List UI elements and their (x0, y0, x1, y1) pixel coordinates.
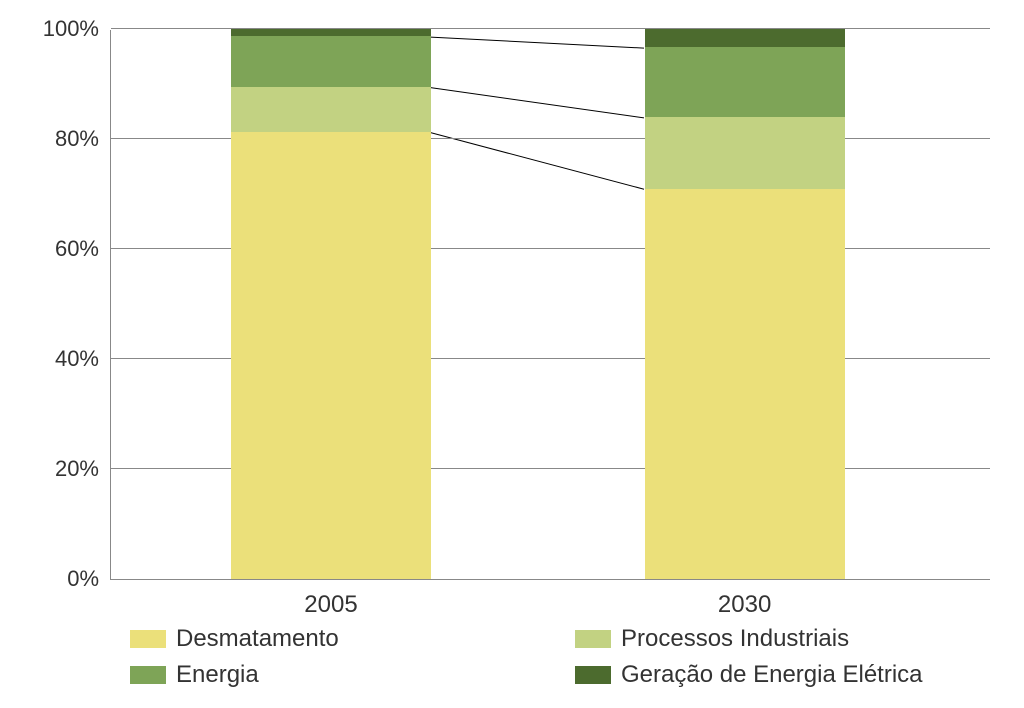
chart-container: 0%20%40%60%80%100%20052030 DesmatamentoP… (0, 0, 1024, 708)
legend-swatch (130, 630, 166, 648)
legend-swatch (575, 630, 611, 648)
y-tick-label: 0% (67, 566, 111, 592)
segment-geracao_energia_eletrica (645, 29, 845, 47)
bar-2005 (231, 30, 431, 579)
legend-swatch (130, 666, 166, 684)
connector-line (431, 37, 644, 48)
connector-line (431, 133, 644, 190)
x-tick-label: 2030 (718, 579, 771, 619)
legend-label: Processos Industriais (621, 625, 849, 653)
bar-2030 (645, 30, 845, 579)
legend-label: Energia (176, 661, 259, 689)
segment-desmatamento (645, 189, 845, 580)
segment-desmatamento (231, 132, 431, 579)
y-tick-label: 80% (55, 126, 111, 152)
plot-area: 0%20%40%60%80%100%20052030 (110, 30, 990, 580)
segment-energia (645, 47, 845, 117)
legend-item-energia: Energia (130, 661, 555, 689)
legend-swatch (575, 666, 611, 684)
segment-processos_industriais (645, 117, 845, 189)
x-tick-label: 2005 (304, 579, 357, 619)
legend-item-processos_industriais: Processos Industriais (575, 625, 1000, 653)
y-tick-label: 20% (55, 456, 111, 482)
connector-line (431, 88, 644, 118)
legend-label: Desmatamento (176, 625, 339, 653)
segment-processos_industriais (231, 87, 431, 132)
y-tick-label: 60% (55, 236, 111, 262)
legend: Desmatamento Processos Industriais Energia… (130, 625, 1000, 689)
y-tick-label: 40% (55, 346, 111, 372)
legend-item-desmatamento: Desmatamento (130, 625, 555, 653)
legend-label: Geração de Energia Elétrica (621, 661, 923, 689)
segment-energia (231, 36, 431, 87)
y-tick-label: 100% (43, 16, 111, 42)
legend-item-geracao_energia_eletrica: Geração de Energia Elétrica (575, 661, 1000, 689)
segment-geracao_energia_eletrica (231, 29, 431, 36)
